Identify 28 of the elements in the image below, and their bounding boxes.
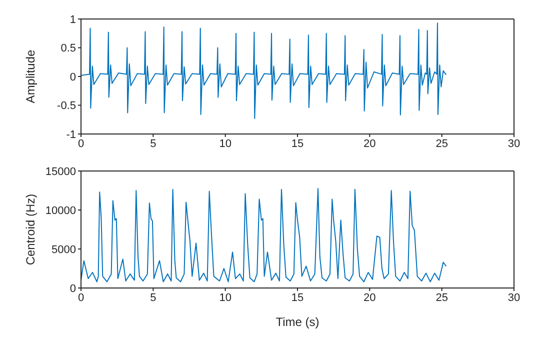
y-tick-label: 15000 bbox=[45, 166, 76, 178]
y-tick-label: 5000 bbox=[52, 244, 76, 256]
x-tick-label: 20 bbox=[364, 138, 376, 150]
line-series bbox=[81, 22, 447, 119]
x-tick-label: 0 bbox=[78, 138, 84, 150]
x-tick-label: 30 bbox=[508, 138, 520, 150]
x-tick-label: 10 bbox=[219, 138, 232, 150]
y-tick-label: 1 bbox=[70, 14, 76, 26]
y-tick-label: -1 bbox=[66, 128, 76, 141]
x-tick-label: 15 bbox=[291, 292, 304, 304]
line-series bbox=[81, 188, 447, 282]
x-tick-label: 5 bbox=[150, 138, 156, 150]
y-tick-label: 0 bbox=[70, 282, 76, 295]
x-tick-label: 5 bbox=[150, 292, 156, 304]
y-tick-label: -0.5 bbox=[57, 100, 76, 112]
y-axis-title: Centroid (Hz) bbox=[23, 194, 38, 266]
y-axis-title: Amplitude bbox=[23, 50, 38, 104]
x-tick-label: 10 bbox=[219, 292, 232, 304]
x-tick-label: 15 bbox=[291, 138, 304, 150]
y-tick-label: 0 bbox=[70, 71, 76, 84]
x-tick-label: 20 bbox=[364, 292, 376, 304]
y-tick-label: 0.5 bbox=[60, 42, 76, 55]
x-tick-label: 0 bbox=[78, 292, 84, 304]
x-tick-label: 25 bbox=[436, 292, 448, 304]
x-tick-label: 30 bbox=[508, 292, 520, 304]
x-tick-label: 25 bbox=[436, 138, 448, 150]
y-tick-label: 10000 bbox=[45, 204, 76, 217]
x-axis-title: Time (s) bbox=[276, 315, 320, 329]
